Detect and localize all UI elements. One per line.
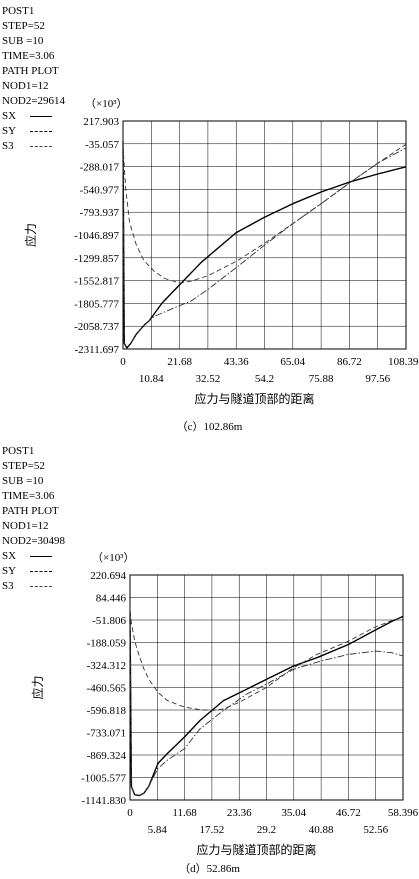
info-line: NOD1=12 [2, 80, 49, 92]
legend-solid-line [30, 556, 52, 557]
y-tick-label: -2058.737 [74, 321, 119, 333]
legend-label: S3 [2, 580, 14, 592]
y-tick-label: 220.694 [90, 570, 126, 582]
y-tick-label: -1005.577 [81, 772, 126, 784]
legend-label: S3 [2, 140, 14, 152]
y-tick-label: -1141.830 [81, 795, 126, 807]
info-line: NOD2=29614 [2, 95, 66, 107]
y-tick-label: -51.806 [92, 615, 126, 627]
chart-caption: （d）52.86m [179, 863, 240, 875]
x-tick-label: 58.396 [388, 807, 419, 819]
x-tick-label: 32.52 [196, 373, 221, 385]
x-tick-label: 97.56 [365, 373, 390, 385]
y-tick-label: 84.446 [96, 592, 127, 604]
y-axis-label: 应力 [23, 223, 38, 247]
y-tick-label: 217.903 [83, 116, 119, 128]
info-line: NOD1=12 [2, 520, 49, 532]
info-line: STEP=52 [2, 20, 45, 32]
x-tick-label: 54.2 [255, 373, 274, 385]
series-line-s3 [122, 140, 407, 348]
x-tick-label: 23.36 [227, 807, 252, 819]
x-axis-label: 应力与隧道顶部的距离 [196, 842, 316, 857]
y-tick-label: -2311.697 [74, 344, 119, 356]
x-tick-label: 108.396 [388, 356, 419, 368]
info-line: TIME=3.06 [2, 490, 55, 502]
y-tick-label: -1299.857 [74, 253, 119, 265]
y-tick-label: -1552.817 [74, 276, 119, 288]
legend-entry-s3: S3 [2, 139, 65, 154]
legend-dashdot-line [30, 146, 52, 147]
x-tick-label: 43.36 [224, 356, 249, 368]
x-tick-label: 10.84 [139, 373, 164, 385]
legend-entry-s3: S3 [2, 579, 65, 594]
legend-label: SX [2, 550, 17, 562]
y-tick-label: -793.937 [80, 207, 120, 219]
y-axis-label: 应力 [30, 675, 45, 699]
x-tick-label: 35.04 [281, 807, 306, 819]
series-line-s3 [129, 611, 404, 797]
x-tick-label: 17.52 [200, 824, 225, 836]
legend-label: SY [2, 125, 17, 137]
series-line-sx [122, 140, 407, 349]
legend-solid-line [30, 116, 52, 117]
info-line: NOD2=30498 [2, 535, 66, 547]
chart-panel-d: POST1 STEP=52 SUB =10 TIME=3.06 PATH PLO… [0, 440, 419, 879]
ansys-info-block: POST1 STEP=52 SUB =10 TIME=3.06 PATH PLO… [2, 444, 65, 594]
info-line: SUB =10 [2, 35, 44, 47]
x-tick-label: 11.68 [172, 807, 197, 819]
legend-entry-sx: SX [2, 109, 65, 124]
y-tick-label: -1046.897 [74, 230, 119, 242]
x-tick-label: 52.56 [363, 824, 388, 836]
x-tick-label: 0 [127, 807, 133, 819]
info-line: POST1 [2, 445, 35, 457]
x-tick-label: 46.72 [336, 807, 361, 819]
info-line: STEP=52 [2, 460, 45, 472]
x-axis-label: 应力与隧道顶部的距离 [194, 391, 314, 406]
chart-caption: （c）102.86m [176, 421, 243, 433]
y-tick-label: -596.818 [87, 705, 127, 717]
y-tick-label: -324.312 [87, 660, 126, 672]
legend-entry-sy: SY [2, 124, 65, 139]
y-tick-label: -288.017 [80, 162, 120, 174]
info-line: SUB =10 [2, 475, 44, 487]
y-tick-label: -1805.777 [74, 298, 119, 310]
y-tick-label: -540.977 [80, 184, 120, 196]
y-tick-label: -733.071 [87, 727, 126, 739]
info-line: POST1 [2, 5, 35, 17]
chart-plot-d: 220.694 84.446 -51.806 -188.059 -324.312 -460… [30, 551, 419, 857]
y-tick-label: -35.057 [85, 139, 119, 151]
chart-panel-c: POST1 STEP=52 SUB =10 TIME=3.06 PATH PLO… [2, 4, 419, 433]
legend-dashed-line [30, 571, 52, 572]
x-tick-label: 86.72 [337, 356, 362, 368]
series-line-sy [129, 611, 404, 711]
legend-entry-sy: SY [2, 564, 65, 579]
y-tick-label: -460.565 [87, 682, 127, 694]
y-tick-label: -869.324 [87, 750, 127, 762]
x-tick-label: 0 [120, 356, 126, 368]
legend-entry-sx: SX [2, 549, 65, 564]
chart-plot-c: 217.903 -35.057 -288.017 -540.977 -793.937 -1… [23, 97, 419, 406]
legend-label: SY [2, 565, 17, 577]
x-tick-label: 29.2 [257, 824, 276, 836]
x-tick-label: 75.88 [309, 373, 334, 385]
x-tick-label: 65.04 [280, 356, 305, 368]
x-tick-label: 40.88 [309, 824, 334, 836]
y-tick-label: -188.059 [87, 637, 127, 649]
y-multiplier-label: （×10³） [92, 551, 135, 564]
y-multiplier-label: （×10³） [85, 97, 128, 110]
info-line: PATH PLOT [2, 65, 59, 77]
info-line: TIME=3.06 [2, 50, 55, 62]
legend-label: SX [2, 110, 17, 122]
legend-dashed-line [30, 131, 52, 132]
x-tick-label: 21.68 [167, 356, 192, 368]
legend-dashdot-line [30, 586, 52, 587]
ansys-info-block: POST1 STEP=52 SUB =10 TIME=3.06 PATH PLO… [2, 4, 65, 154]
x-tick-label: 5.84 [148, 824, 168, 836]
info-line: PATH PLOT [2, 505, 59, 517]
